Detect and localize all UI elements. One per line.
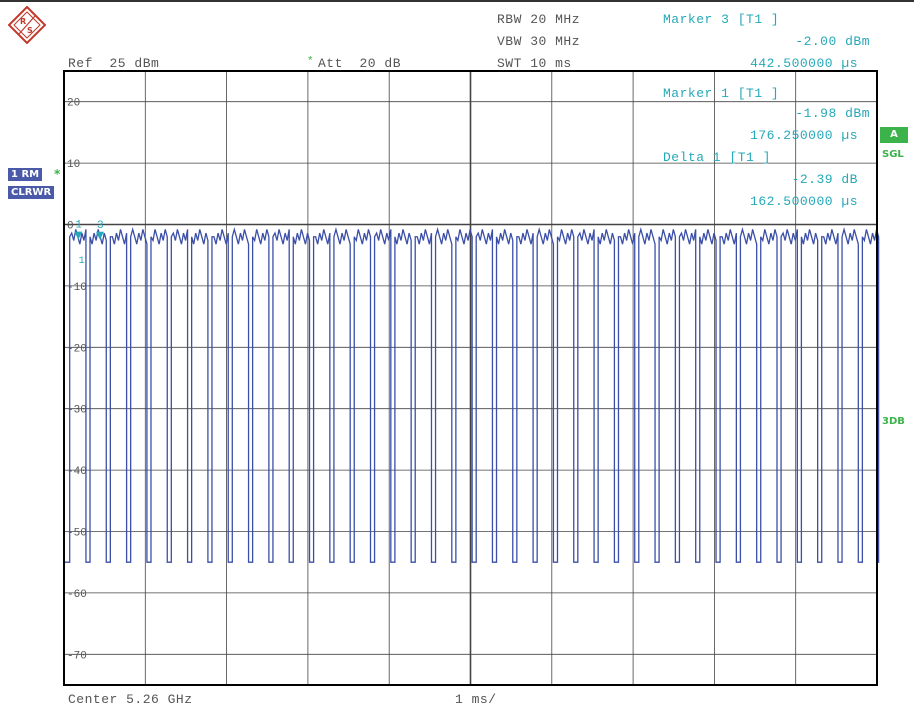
- marker-3-triangle: [95, 231, 104, 240]
- delta1-level: -2.39 dB: [791, 172, 858, 187]
- y-tick-label: -60: [67, 589, 87, 601]
- trace-star: *: [54, 167, 61, 181]
- trace-label-badge: 1 RM: [8, 168, 43, 181]
- y-tick-label: -10: [67, 282, 87, 294]
- svg-text:R: R: [20, 17, 26, 26]
- marker-1-label: 1: [75, 220, 82, 232]
- marker1-level: -1.98 dBm: [795, 106, 870, 121]
- time-per-division: 1 ms/: [455, 692, 497, 707]
- center-frequency: Center 5.26 GHz: [68, 692, 193, 707]
- y-tick-label: 0: [67, 221, 74, 233]
- markers: 1 3 1: [74, 220, 104, 267]
- y-tick-label: -70: [67, 650, 87, 662]
- single-sweep-label: SGL: [882, 149, 904, 160]
- sweep-time-setting: SWT 10 ms: [497, 56, 572, 71]
- rbw-setting: RBW 20 MHz: [497, 12, 581, 27]
- y-tick-label: -40: [67, 466, 87, 478]
- y-tick-label: -30: [67, 405, 87, 417]
- trace-1: [64, 226, 880, 563]
- marker1-title: Marker 1 [T1 ]: [663, 86, 780, 101]
- delta1-title: Delta 1 [T1 ]: [663, 150, 771, 165]
- trace-line: [64, 226, 880, 563]
- y-tick-labels: 20 10 0 -10 -20 -30 -40 -50 -60 -70: [67, 98, 87, 663]
- trace-mode-badge: CLRWR: [8, 186, 55, 199]
- svg-text:S: S: [27, 26, 33, 35]
- grid: [64, 71, 877, 685]
- delta1-time: 162.500000 µs: [750, 194, 858, 209]
- vbw-setting: VBW 30 MHz: [497, 34, 581, 49]
- marker-1-triangle: [74, 231, 83, 240]
- y-tick-label: 20: [67, 98, 80, 110]
- marker3-level: -2.00 dBm: [795, 34, 870, 49]
- marker-3-label: 3: [97, 220, 104, 232]
- y-tick-label: -50: [67, 528, 87, 540]
- delta-1-label: 1: [79, 256, 85, 267]
- rohde-schwarz-logo-icon: R S: [8, 6, 46, 44]
- reference-level: Ref 25 dBm: [68, 56, 160, 71]
- y-tick-label: 10: [67, 159, 80, 171]
- attenuation-setting: Att 20 dB: [318, 56, 402, 71]
- attenuation-star: *: [307, 56, 315, 68]
- three-db-label: 3DB: [882, 416, 905, 427]
- plot-frame: [63, 70, 878, 686]
- top-border: [0, 0, 914, 2]
- marker1-time: 176.250000 µs: [750, 128, 858, 143]
- y-tick-label: -20: [67, 343, 87, 355]
- marker3-time: 442.500000 µs: [750, 56, 858, 71]
- a-badge: A: [880, 127, 908, 143]
- marker3-title: Marker 3 [T1 ]: [663, 12, 780, 27]
